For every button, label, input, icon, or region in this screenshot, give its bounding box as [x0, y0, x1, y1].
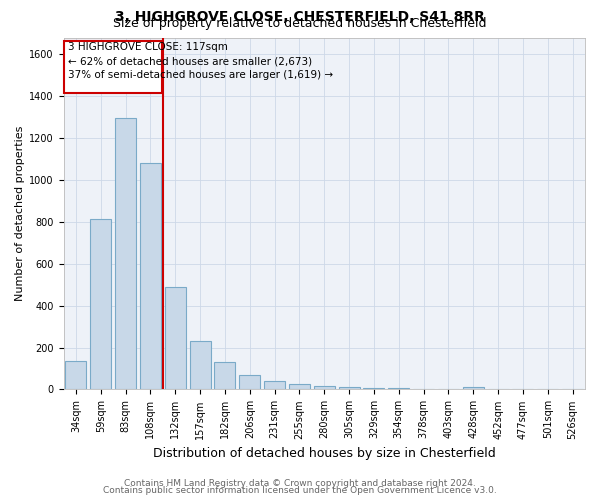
Bar	[413, 388, 434, 390]
Text: Contains public sector information licensed under the Open Government Licence v3: Contains public sector information licen…	[103, 486, 497, 495]
Text: Contains HM Land Registry data © Crown copyright and database right 2024.: Contains HM Land Registry data © Crown c…	[124, 478, 476, 488]
Bar	[165, 288, 186, 390]
FancyBboxPatch shape	[64, 40, 163, 93]
Bar	[115, 118, 136, 390]
X-axis label: Distribution of detached houses by size in Chesterfield: Distribution of detached houses by size …	[153, 447, 496, 460]
Bar	[364, 388, 385, 390]
Bar	[65, 360, 86, 390]
Text: 3 HIGHGROVE CLOSE: 117sqm
← 62% of detached houses are smaller (2,673)
37% of se: 3 HIGHGROVE CLOSE: 117sqm ← 62% of detac…	[68, 42, 333, 80]
Text: Size of property relative to detached houses in Chesterfield: Size of property relative to detached ho…	[113, 18, 487, 30]
Text: 3, HIGHGROVE CLOSE, CHESTERFIELD, S41 8RR: 3, HIGHGROVE CLOSE, CHESTERFIELD, S41 8R…	[115, 10, 485, 24]
Bar	[90, 219, 112, 390]
Bar	[214, 362, 235, 390]
Y-axis label: Number of detached properties: Number of detached properties	[15, 126, 25, 301]
Bar	[314, 386, 335, 390]
Bar	[264, 380, 285, 390]
Bar	[140, 163, 161, 390]
Bar	[463, 386, 484, 390]
Bar	[338, 387, 359, 390]
Bar	[289, 384, 310, 390]
Bar	[190, 340, 211, 390]
Bar	[239, 375, 260, 390]
Bar	[438, 389, 459, 390]
Bar	[388, 388, 409, 390]
